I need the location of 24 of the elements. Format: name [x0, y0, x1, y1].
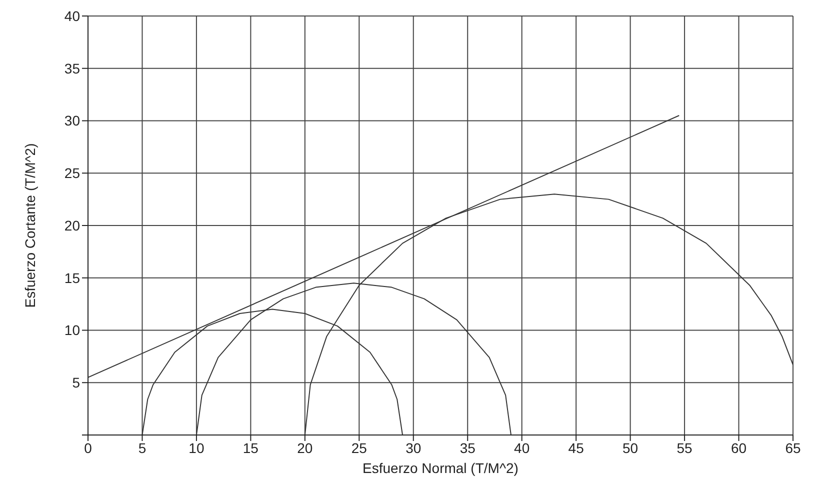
x-tick-label: 30: [406, 440, 422, 456]
y-tick-label: 10: [64, 322, 80, 338]
y-tick-label: 25: [64, 165, 80, 182]
y-tick-label: 40: [64, 8, 80, 24]
y-tick-label: 30: [64, 112, 80, 129]
x-tick-label: 60: [730, 440, 747, 456]
x-tick-label: 35: [460, 440, 476, 456]
x-tick-label: 5: [138, 440, 146, 456]
x-tick-label: 25: [351, 440, 368, 456]
x-tick-label: 65: [785, 440, 801, 456]
x-tick-label: 50: [622, 440, 638, 456]
x-tick-label: 40: [514, 440, 530, 456]
x-tick-label: 10: [188, 440, 204, 456]
x-tick-label: 20: [297, 440, 313, 456]
x-tick-label: 15: [242, 440, 259, 456]
x-tick-label: 55: [676, 440, 693, 456]
y-tick-label: 20: [64, 217, 80, 234]
x-axis-title: Esfuerzo Normal (T/M^2): [362, 460, 518, 476]
y-axis-title: Esfuerzo Cortante (T/M^2): [22, 143, 38, 308]
x-tick-label: 45: [568, 440, 584, 456]
y-tick-label: 15: [64, 270, 80, 286]
x-tick-label: 0: [84, 440, 92, 456]
y-tick-label: 35: [64, 60, 80, 76]
y-tick-label: 5: [72, 374, 80, 391]
